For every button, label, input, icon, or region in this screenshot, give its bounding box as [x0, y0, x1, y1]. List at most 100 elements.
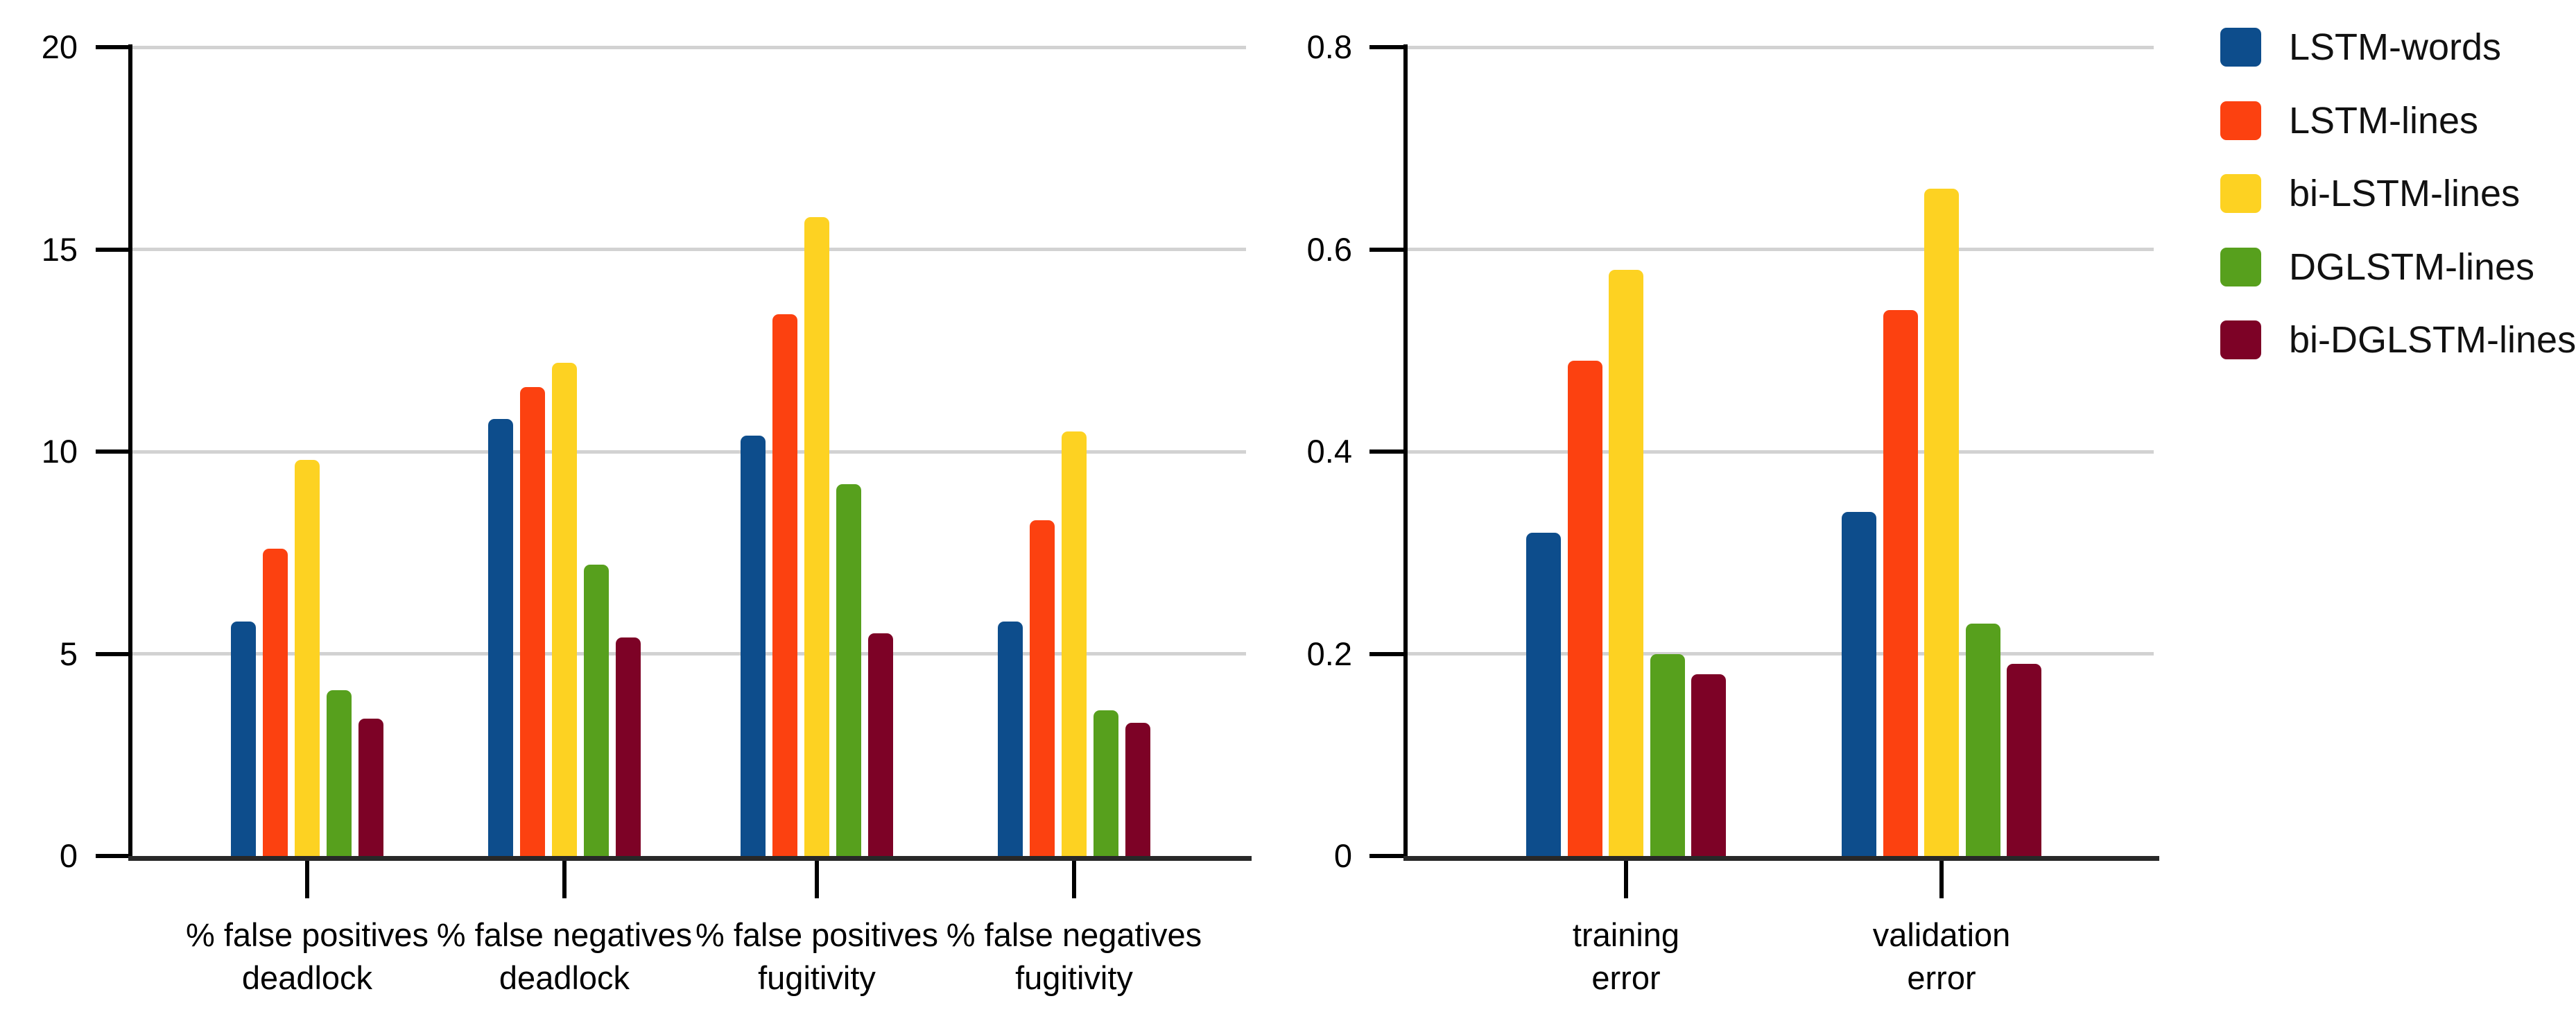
bar-LSTM-words-group4	[998, 621, 1023, 856]
bar-bi-DGLSTM-lines-group4	[1125, 722, 1150, 856]
y-axis-tick	[1369, 449, 1408, 454]
y-tick-label: 0.2	[1306, 635, 1352, 672]
gridline	[132, 45, 1246, 49]
bar-bi-DGLSTM-lines-group1	[1691, 674, 1726, 856]
y-tick-label: 10	[41, 433, 78, 470]
bar-LSTM-words-group2	[1842, 512, 1876, 856]
bar-DGLSTM-lines-group2	[584, 565, 609, 856]
bar-bi-LSTM-lines-group1	[1609, 269, 1643, 856]
legend-label: LSTM-words	[2289, 26, 2502, 68]
category-label: % false negatives fugitivity	[797, 914, 1351, 1000]
x-axis-tick	[815, 861, 819, 898]
bar-bi-DGLSTM-lines-group1	[358, 718, 383, 856]
x-axis-tick	[562, 861, 567, 898]
bar-bi-DGLSTM-lines-group3	[868, 633, 893, 856]
category-label-line2: fugitivity	[758, 959, 876, 996]
category-label-line1: % false negatives	[436, 916, 693, 953]
legend-swatch-DGLSTM-lines	[2220, 247, 2261, 286]
y-axis	[1403, 44, 1408, 861]
y-axis-tick	[1369, 854, 1408, 858]
legend-label: LSTM-lines	[2289, 99, 2479, 142]
bar-bi-LSTM-lines-group3	[804, 216, 829, 856]
y-axis-tick	[96, 854, 132, 858]
bar-LSTM-lines-group2	[520, 386, 545, 856]
x-axis-tick	[1072, 861, 1076, 898]
y-tick-label: 0	[59, 837, 78, 874]
legend-swatch-bi-DGLSTM-lines	[2220, 320, 2261, 359]
gridline	[1408, 449, 2154, 454]
legend-item: DGLSTM-lines	[2220, 246, 2535, 288]
y-tick-label: 0.6	[1306, 230, 1352, 268]
y-axis-tick	[96, 449, 132, 454]
category-label-line2: error	[1591, 959, 1661, 996]
y-tick-label: 5	[59, 635, 78, 672]
gridline	[132, 449, 1246, 454]
bar-LSTM-lines-group1	[1567, 360, 1602, 856]
gridline	[1408, 45, 2154, 49]
bar-bi-DGLSTM-lines-group2	[2007, 664, 2041, 856]
category-label-line2: error	[1907, 959, 1976, 996]
bar-bi-LSTM-lines-group2	[1924, 189, 1959, 856]
category-label: training error	[1349, 914, 1903, 1000]
legend-item: bi-LSTM-lines	[2220, 174, 2520, 213]
bar-LSTM-words-group2	[488, 419, 513, 856]
gridline	[1408, 652, 2154, 656]
y-axis-tick	[96, 247, 132, 252]
x-axis-tick	[1939, 861, 1944, 898]
legend-label: DGLSTM-lines	[2289, 246, 2535, 288]
category-label: % false positives deadlock	[30, 914, 585, 1000]
bar-LSTM-lines-group3	[772, 314, 797, 856]
y-tick-label: 0	[1333, 837, 1352, 874]
legend-swatch-LSTM-words	[2220, 28, 2261, 67]
bar-LSTM-words-group1	[1526, 532, 1561, 856]
y-axis-tick	[1369, 651, 1408, 656]
y-tick-label: 0.4	[1306, 433, 1352, 470]
y-axis-tick	[96, 45, 132, 49]
legend-item: LSTM-words	[2220, 28, 2501, 67]
legend-label: bi-DGLSTM-lines	[2289, 319, 2576, 361]
legend-swatch-bi-LSTM-lines	[2220, 174, 2261, 213]
category-label-line1: % false positives	[695, 916, 939, 953]
legend-label: bi-LSTM-lines	[2289, 173, 2521, 214]
bar-DGLSTM-lines-group4	[1093, 710, 1118, 856]
category-label: % false positives fugitivity	[539, 914, 1094, 1000]
bar-DGLSTM-lines-group3	[836, 483, 861, 856]
x-axis	[128, 856, 1252, 861]
y-tick-label: 0.8	[1306, 28, 1352, 65]
category-label-line1: training	[1572, 916, 1680, 953]
category-label: validation error	[1664, 914, 2219, 1000]
category-label-line1: validation	[1872, 916, 2011, 953]
bar-DGLSTM-lines-group1	[327, 690, 352, 856]
x-axis-tick	[1624, 861, 1628, 898]
y-axis-tick	[1369, 45, 1408, 49]
category-label-line2: deadlock	[499, 959, 630, 996]
bar-LSTM-lines-group1	[263, 548, 288, 856]
x-axis-tick	[305, 861, 309, 898]
bar-LSTM-words-group1	[231, 621, 256, 856]
bar-bi-LSTM-lines-group4	[1062, 431, 1087, 856]
y-axis	[128, 44, 132, 861]
category-label: % false negatives deadlock	[287, 914, 842, 1000]
y-axis-tick	[1369, 247, 1408, 252]
bar-bi-LSTM-lines-group2	[552, 362, 577, 856]
category-label-line2: fugitivity	[1015, 959, 1133, 996]
category-label-line1: % false negatives	[946, 916, 1202, 953]
category-label-line2: deadlock	[241, 959, 373, 996]
bar-LSTM-words-group3	[741, 435, 766, 856]
category-label-line1: % false positives	[185, 916, 429, 953]
legend-item: bi-DGLSTM-lines	[2220, 320, 2576, 359]
gridline	[1408, 248, 2154, 251]
bar-bi-LSTM-lines-group1	[295, 459, 320, 856]
legend-item: LSTM-lines	[2220, 101, 2478, 140]
y-tick-label: 20	[41, 28, 78, 65]
bar-bi-DGLSTM-lines-group2	[616, 637, 641, 856]
y-tick-label: 15	[41, 230, 78, 268]
bar-LSTM-lines-group2	[1883, 309, 1918, 856]
legend-swatch-LSTM-lines	[2220, 101, 2261, 140]
x-axis	[1403, 856, 2159, 861]
gridline	[132, 248, 1246, 251]
bar-LSTM-lines-group4	[1030, 520, 1055, 856]
